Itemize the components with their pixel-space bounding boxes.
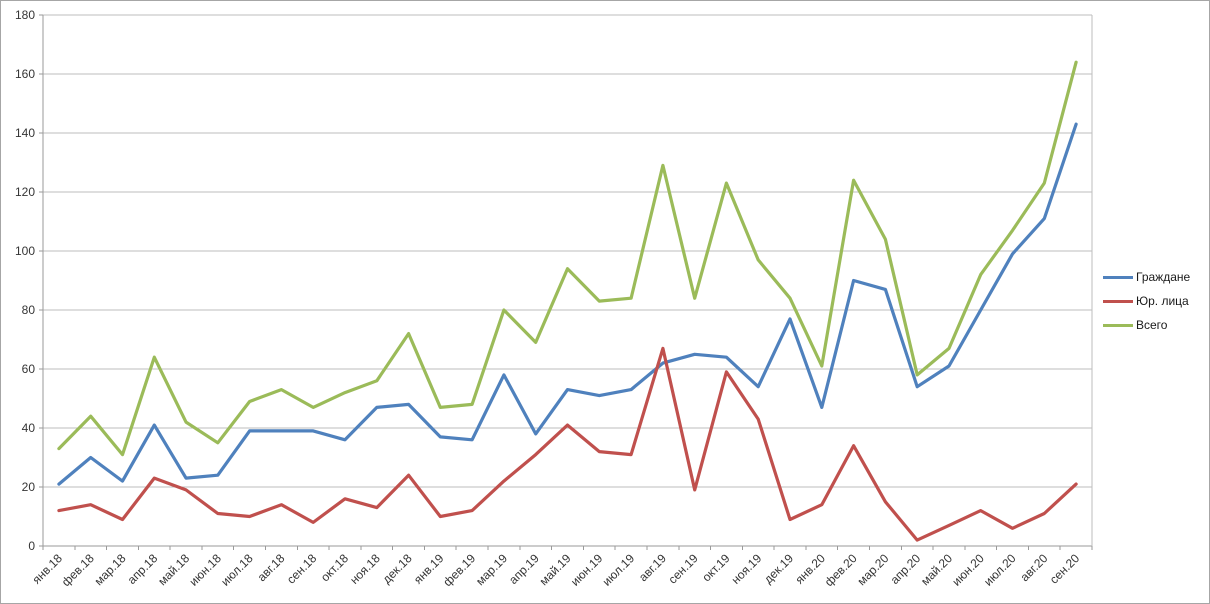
legend-item-grazhdane[interactable]: Граждане (1103, 265, 1190, 289)
y-axis-tick-label: 140 (15, 126, 35, 140)
legend-item-vsego[interactable]: Всего (1103, 313, 1190, 337)
x-axis-tick-label: сен.18 (284, 551, 320, 587)
x-axis-tick-label: май.18 (155, 551, 192, 588)
y-axis-tick-label: 80 (22, 303, 36, 317)
y-axis-tick-label: 20 (22, 480, 36, 494)
series-line-юр-лица[interactable] (57, 346, 1078, 542)
x-axis-tick-label: ноя.19 (729, 551, 765, 587)
x-axis-tick-label: мар.19 (473, 551, 510, 588)
legend-label: Граждане (1136, 270, 1191, 284)
x-axis-tick-label: фев.18 (59, 551, 97, 589)
y-axis-tick-label: 100 (15, 244, 35, 258)
y-axis-tick-label: 40 (22, 421, 36, 435)
x-axis-tick-label: фев.19 (440, 551, 478, 589)
x-axis-tick-label: авг.20 (1017, 551, 1050, 584)
x-axis-tick-label: сен.19 (665, 551, 701, 587)
x-axis-tick-label: окт.18 (318, 551, 351, 584)
x-axis-tick-label: апр.18 (125, 551, 161, 587)
x-axis-tick-label: июн.18 (186, 551, 224, 589)
x-axis-tick-label: фев.20 (822, 551, 860, 589)
x-axis-tick-label: июл.18 (218, 551, 256, 589)
legend-item-yur-litsa[interactable]: Юр. лица (1103, 289, 1190, 313)
y-axis-tick-label: 60 (22, 362, 36, 376)
x-axis-tick-label: авг.19 (636, 551, 669, 584)
x-axis-tick-label: окт.19 (699, 551, 732, 584)
x-axis-tick-label: дек.18 (380, 551, 415, 586)
legend-line-swatch (1103, 323, 1133, 327)
series-line-граждане[interactable] (57, 122, 1078, 486)
chart-legend: Граждане Юр. лица Всего (1103, 265, 1190, 337)
x-axis-tick-label: апр.20 (888, 551, 924, 587)
x-axis-tick-label: мар.18 (92, 551, 129, 588)
x-axis-tick-label: июл.19 (600, 551, 638, 589)
x-axis-tick-label: сен.20 (1047, 551, 1083, 587)
x-axis-tick-label: май.20 (918, 551, 955, 588)
x-axis-tick-label: мар.20 (855, 551, 892, 588)
y-axis-tick-label: 0 (28, 539, 35, 553)
legend-label: Юр. лица (1136, 294, 1189, 308)
legend-line-swatch (1103, 275, 1133, 279)
y-axis-tick-label: 160 (15, 67, 35, 81)
x-axis-tick-label: май.19 (537, 551, 574, 588)
x-axis-tick-label: ноя.18 (347, 551, 383, 587)
x-axis-tick-label: апр.19 (506, 551, 542, 587)
x-axis-tick-label: июн.19 (568, 551, 606, 589)
legend-line-swatch (1103, 299, 1133, 303)
x-axis-tick-label: июл.20 (981, 551, 1019, 589)
x-axis-tick-label: июн.20 (949, 551, 987, 589)
series-line-всего[interactable] (57, 60, 1078, 457)
y-axis-tick-label: 180 (15, 8, 35, 22)
y-axis-tick-label: 120 (15, 185, 35, 199)
x-axis-tick-label: дек.19 (761, 551, 796, 586)
legend-label: Всего (1136, 318, 1168, 332)
x-axis-tick-label: авг.18 (255, 551, 288, 584)
